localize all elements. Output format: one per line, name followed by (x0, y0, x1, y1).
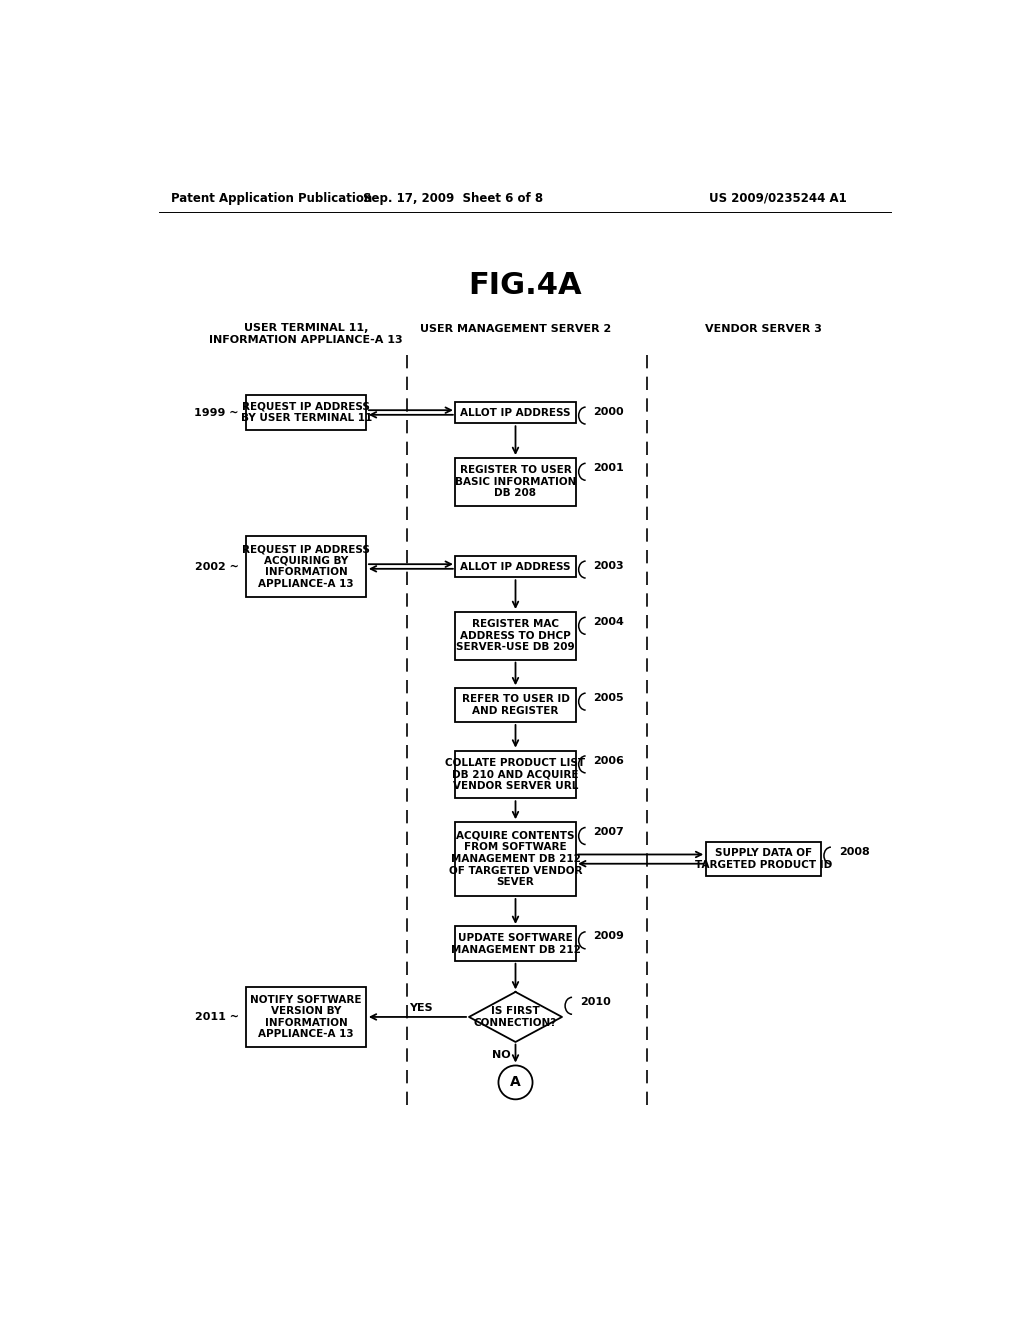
FancyBboxPatch shape (246, 986, 367, 1047)
Text: ALLOT IP ADDRESS: ALLOT IP ADDRESS (460, 561, 570, 572)
Text: COLLATE PRODUCT LIST
DB 210 AND ACQUIRE
VENDOR SERVER URL: COLLATE PRODUCT LIST DB 210 AND ACQUIRE … (445, 758, 586, 791)
Text: REQUEST IP ADDRESS
ACQUIRING BY
INFORMATION
APPLIANCE-A 13: REQUEST IP ADDRESS ACQUIRING BY INFORMAT… (243, 544, 371, 589)
FancyBboxPatch shape (456, 927, 575, 961)
Text: VENDOR SERVER 3: VENDOR SERVER 3 (706, 325, 822, 334)
Text: 2001: 2001 (593, 463, 625, 473)
Text: 2005: 2005 (593, 693, 624, 702)
Text: 2003: 2003 (593, 561, 624, 570)
Text: REGISTER MAC
ADDRESS TO DHCP
SERVER-USE DB 209: REGISTER MAC ADDRESS TO DHCP SERVER-USE … (456, 619, 574, 652)
Text: YES: YES (410, 1003, 433, 1012)
Text: 2009: 2009 (593, 932, 625, 941)
FancyBboxPatch shape (456, 401, 575, 424)
Text: IS FIRST
CONNECTION?: IS FIRST CONNECTION? (474, 1006, 557, 1028)
Text: ACQUIRE CONTENTS
FROM SOFTWARE
MANAGEMENT DB 212
OF TARGETED VENDOR
SEVER: ACQUIRE CONTENTS FROM SOFTWARE MANAGEMEN… (449, 830, 583, 887)
Text: 2000: 2000 (593, 407, 624, 417)
Text: 2011 ~: 2011 ~ (195, 1012, 239, 1022)
Text: US 2009/0235244 A1: US 2009/0235244 A1 (710, 191, 847, 205)
Text: NO: NO (493, 1051, 511, 1060)
FancyBboxPatch shape (456, 688, 575, 722)
FancyBboxPatch shape (246, 395, 367, 430)
Text: 2007: 2007 (593, 828, 625, 837)
Text: SUPPLY DATA OF
TARGETED PRODUCT ID: SUPPLY DATA OF TARGETED PRODUCT ID (695, 849, 833, 870)
FancyBboxPatch shape (456, 556, 575, 577)
FancyBboxPatch shape (456, 822, 575, 896)
Circle shape (499, 1065, 532, 1100)
Text: 2002 ~: 2002 ~ (195, 561, 239, 572)
Polygon shape (469, 991, 562, 1041)
Text: 1999 ~: 1999 ~ (195, 408, 239, 417)
Text: ALLOT IP ADDRESS: ALLOT IP ADDRESS (460, 408, 570, 417)
FancyBboxPatch shape (456, 458, 575, 506)
Text: UPDATE SOFTWARE
MANAGEMENT DB 212: UPDATE SOFTWARE MANAGEMENT DB 212 (451, 933, 581, 954)
Text: 2010: 2010 (580, 997, 610, 1007)
Text: USER TERMINAL 11,
INFORMATION APPLIANCE-A 13: USER TERMINAL 11, INFORMATION APPLIANCE-… (210, 323, 403, 345)
FancyBboxPatch shape (456, 612, 575, 660)
Text: A: A (510, 1076, 521, 1089)
Text: 2008: 2008 (839, 847, 869, 857)
FancyBboxPatch shape (246, 536, 367, 597)
Text: REQUEST IP ADDRESS
BY USER TERMINAL 11: REQUEST IP ADDRESS BY USER TERMINAL 11 (241, 401, 372, 424)
Text: Sep. 17, 2009  Sheet 6 of 8: Sep. 17, 2009 Sheet 6 of 8 (364, 191, 544, 205)
Text: REFER TO USER ID
AND REGISTER: REFER TO USER ID AND REGISTER (462, 694, 569, 715)
Text: FIG.4A: FIG.4A (468, 271, 582, 300)
Text: 2006: 2006 (593, 755, 625, 766)
Text: REGISTER TO USER
BASIC INFORMATION
DB 208: REGISTER TO USER BASIC INFORMATION DB 20… (455, 465, 577, 499)
FancyBboxPatch shape (456, 751, 575, 799)
FancyBboxPatch shape (707, 842, 821, 876)
Text: 2004: 2004 (593, 616, 625, 627)
Text: Patent Application Publication: Patent Application Publication (171, 191, 372, 205)
Text: USER MANAGEMENT SERVER 2: USER MANAGEMENT SERVER 2 (420, 325, 611, 334)
Text: NOTIFY SOFTWARE
VERSION BY
INFORMATION
APPLIANCE-A 13: NOTIFY SOFTWARE VERSION BY INFORMATION A… (251, 994, 362, 1039)
